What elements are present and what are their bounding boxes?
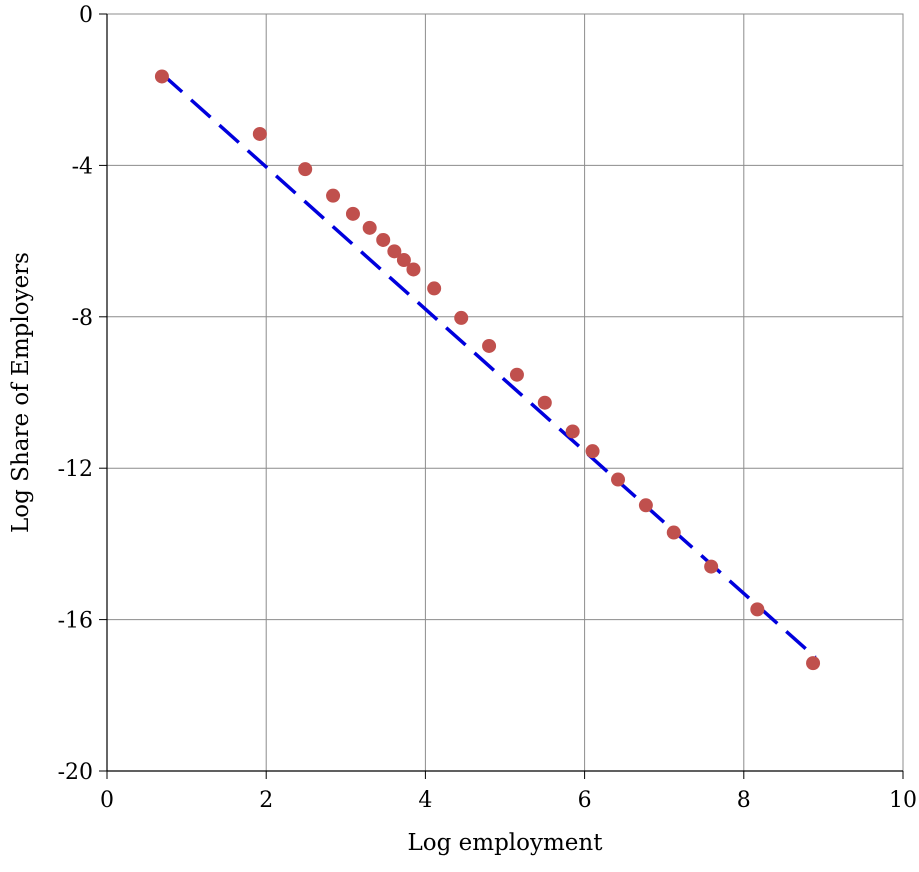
x-tick-label: 2 bbox=[259, 788, 273, 813]
data-point bbox=[154, 69, 169, 84]
data-points-group bbox=[154, 69, 821, 671]
fit-line bbox=[161, 73, 817, 659]
x-tick-label: 6 bbox=[578, 788, 592, 813]
data-point bbox=[427, 281, 442, 296]
x-tick-label: 0 bbox=[100, 788, 114, 813]
y-tick-label: -8 bbox=[72, 306, 93, 331]
data-point bbox=[396, 253, 411, 268]
x-tick-label: 10 bbox=[889, 788, 917, 813]
x-axis-title: Log employment bbox=[408, 830, 604, 856]
data-point bbox=[509, 367, 524, 382]
y-axis-title: Log Share of Employers bbox=[8, 252, 34, 533]
data-point bbox=[611, 472, 626, 487]
data-point bbox=[806, 656, 821, 671]
y-tick-label: -20 bbox=[58, 760, 93, 785]
data-point bbox=[326, 188, 341, 203]
x-tick-labels: 0 2 4 6 8 10 bbox=[100, 788, 917, 813]
data-point bbox=[362, 220, 377, 235]
data-point bbox=[537, 395, 552, 410]
data-point bbox=[565, 424, 580, 439]
y-tick-label: 0 bbox=[79, 3, 93, 28]
data-point bbox=[298, 162, 313, 177]
x-tick-label: 8 bbox=[737, 788, 751, 813]
data-point bbox=[406, 262, 421, 277]
x-tick-label: 4 bbox=[418, 788, 432, 813]
data-point bbox=[750, 602, 765, 617]
fit-line-group bbox=[161, 73, 817, 659]
data-point bbox=[376, 232, 391, 247]
data-point bbox=[345, 206, 360, 221]
data-point bbox=[252, 126, 267, 141]
data-point bbox=[638, 498, 653, 513]
y-tick-label: -16 bbox=[58, 609, 93, 634]
data-point bbox=[704, 559, 719, 574]
grid-lines bbox=[106, 13, 904, 772]
y-tick-label: -12 bbox=[58, 457, 93, 482]
data-point bbox=[482, 338, 497, 353]
y-tick-labels: 0 -4 -8 -12 -16 -20 bbox=[58, 3, 93, 785]
plot-frame bbox=[106, 13, 904, 772]
data-point bbox=[585, 444, 600, 459]
data-point bbox=[666, 525, 681, 540]
data-point bbox=[454, 310, 469, 325]
data-point bbox=[387, 244, 402, 259]
y-tick-label: -4 bbox=[72, 154, 93, 179]
axes bbox=[99, 13, 904, 779]
